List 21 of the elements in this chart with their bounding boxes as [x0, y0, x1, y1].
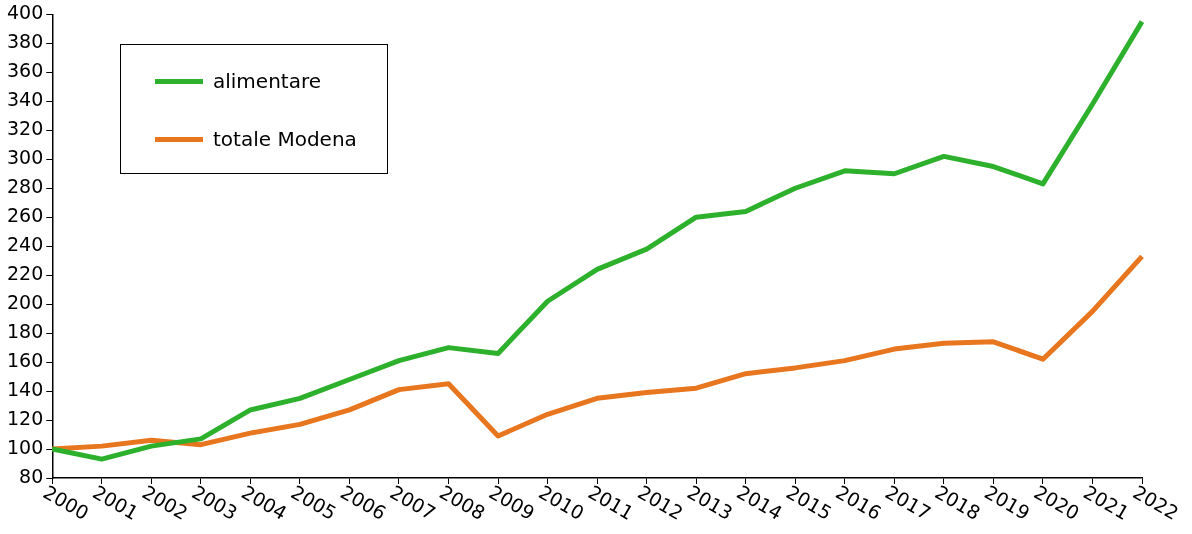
legend-label: alimentare [213, 69, 322, 93]
y-tick-label: 80 [19, 464, 44, 487]
y-tick-label: 280 [7, 175, 44, 198]
y-tick-label: 360 [7, 59, 44, 82]
y-tick-label: 380 [7, 30, 44, 53]
y-tick-label: 180 [7, 320, 44, 343]
y-tick-label: 240 [7, 233, 44, 256]
y-tick-label: 260 [7, 204, 44, 227]
y-tick-label: 320 [7, 117, 44, 140]
y-tick-label: 220 [7, 262, 44, 285]
y-tick-label: 160 [7, 349, 44, 372]
legend-label: totale Modena [213, 127, 357, 151]
y-tick-label: 300 [7, 146, 44, 169]
y-tick-label: 200 [7, 291, 44, 314]
y-tick-label: 340 [7, 88, 44, 111]
y-tick-label: 120 [7, 406, 44, 429]
y-tick-label: 140 [7, 378, 44, 401]
y-tick-label: 100 [7, 435, 44, 458]
x-tick-label: 2007 [386, 480, 440, 524]
y-tick-label: 400 [7, 1, 44, 24]
x-tick-label: 2017 [881, 480, 935, 524]
